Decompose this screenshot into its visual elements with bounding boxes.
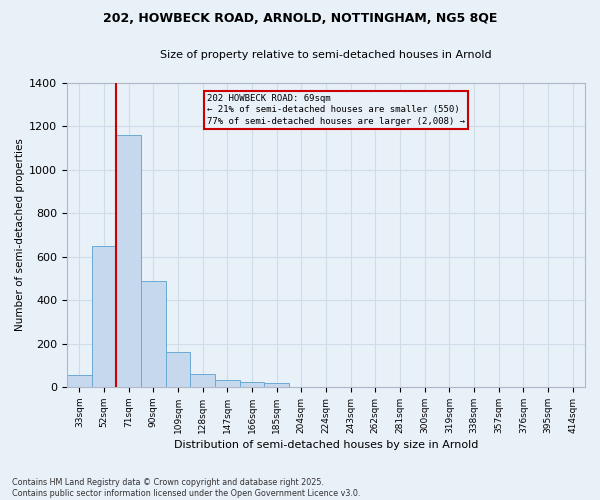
Y-axis label: Number of semi-detached properties: Number of semi-detached properties	[15, 138, 25, 332]
X-axis label: Distribution of semi-detached houses by size in Arnold: Distribution of semi-detached houses by …	[174, 440, 478, 450]
Bar	[166, 352, 190, 387]
Text: 202, HOWBECK ROAD, ARNOLD, NOTTINGHAM, NG5 8QE: 202, HOWBECK ROAD, ARNOLD, NOTTINGHAM, N…	[103, 12, 497, 26]
Bar	[116, 135, 141, 387]
Text: 202 HOWBECK ROAD: 69sqm
← 21% of semi-detached houses are smaller (550)
77% of s: 202 HOWBECK ROAD: 69sqm ← 21% of semi-de…	[207, 94, 465, 126]
Bar	[239, 382, 265, 387]
Bar	[215, 380, 239, 387]
Text: Contains HM Land Registry data © Crown copyright and database right 2025.
Contai: Contains HM Land Registry data © Crown c…	[12, 478, 361, 498]
Bar	[92, 246, 116, 387]
Bar	[141, 280, 166, 387]
Bar	[190, 374, 215, 387]
Bar	[67, 375, 92, 387]
Bar	[265, 383, 289, 387]
Title: Size of property relative to semi-detached houses in Arnold: Size of property relative to semi-detach…	[160, 50, 492, 60]
